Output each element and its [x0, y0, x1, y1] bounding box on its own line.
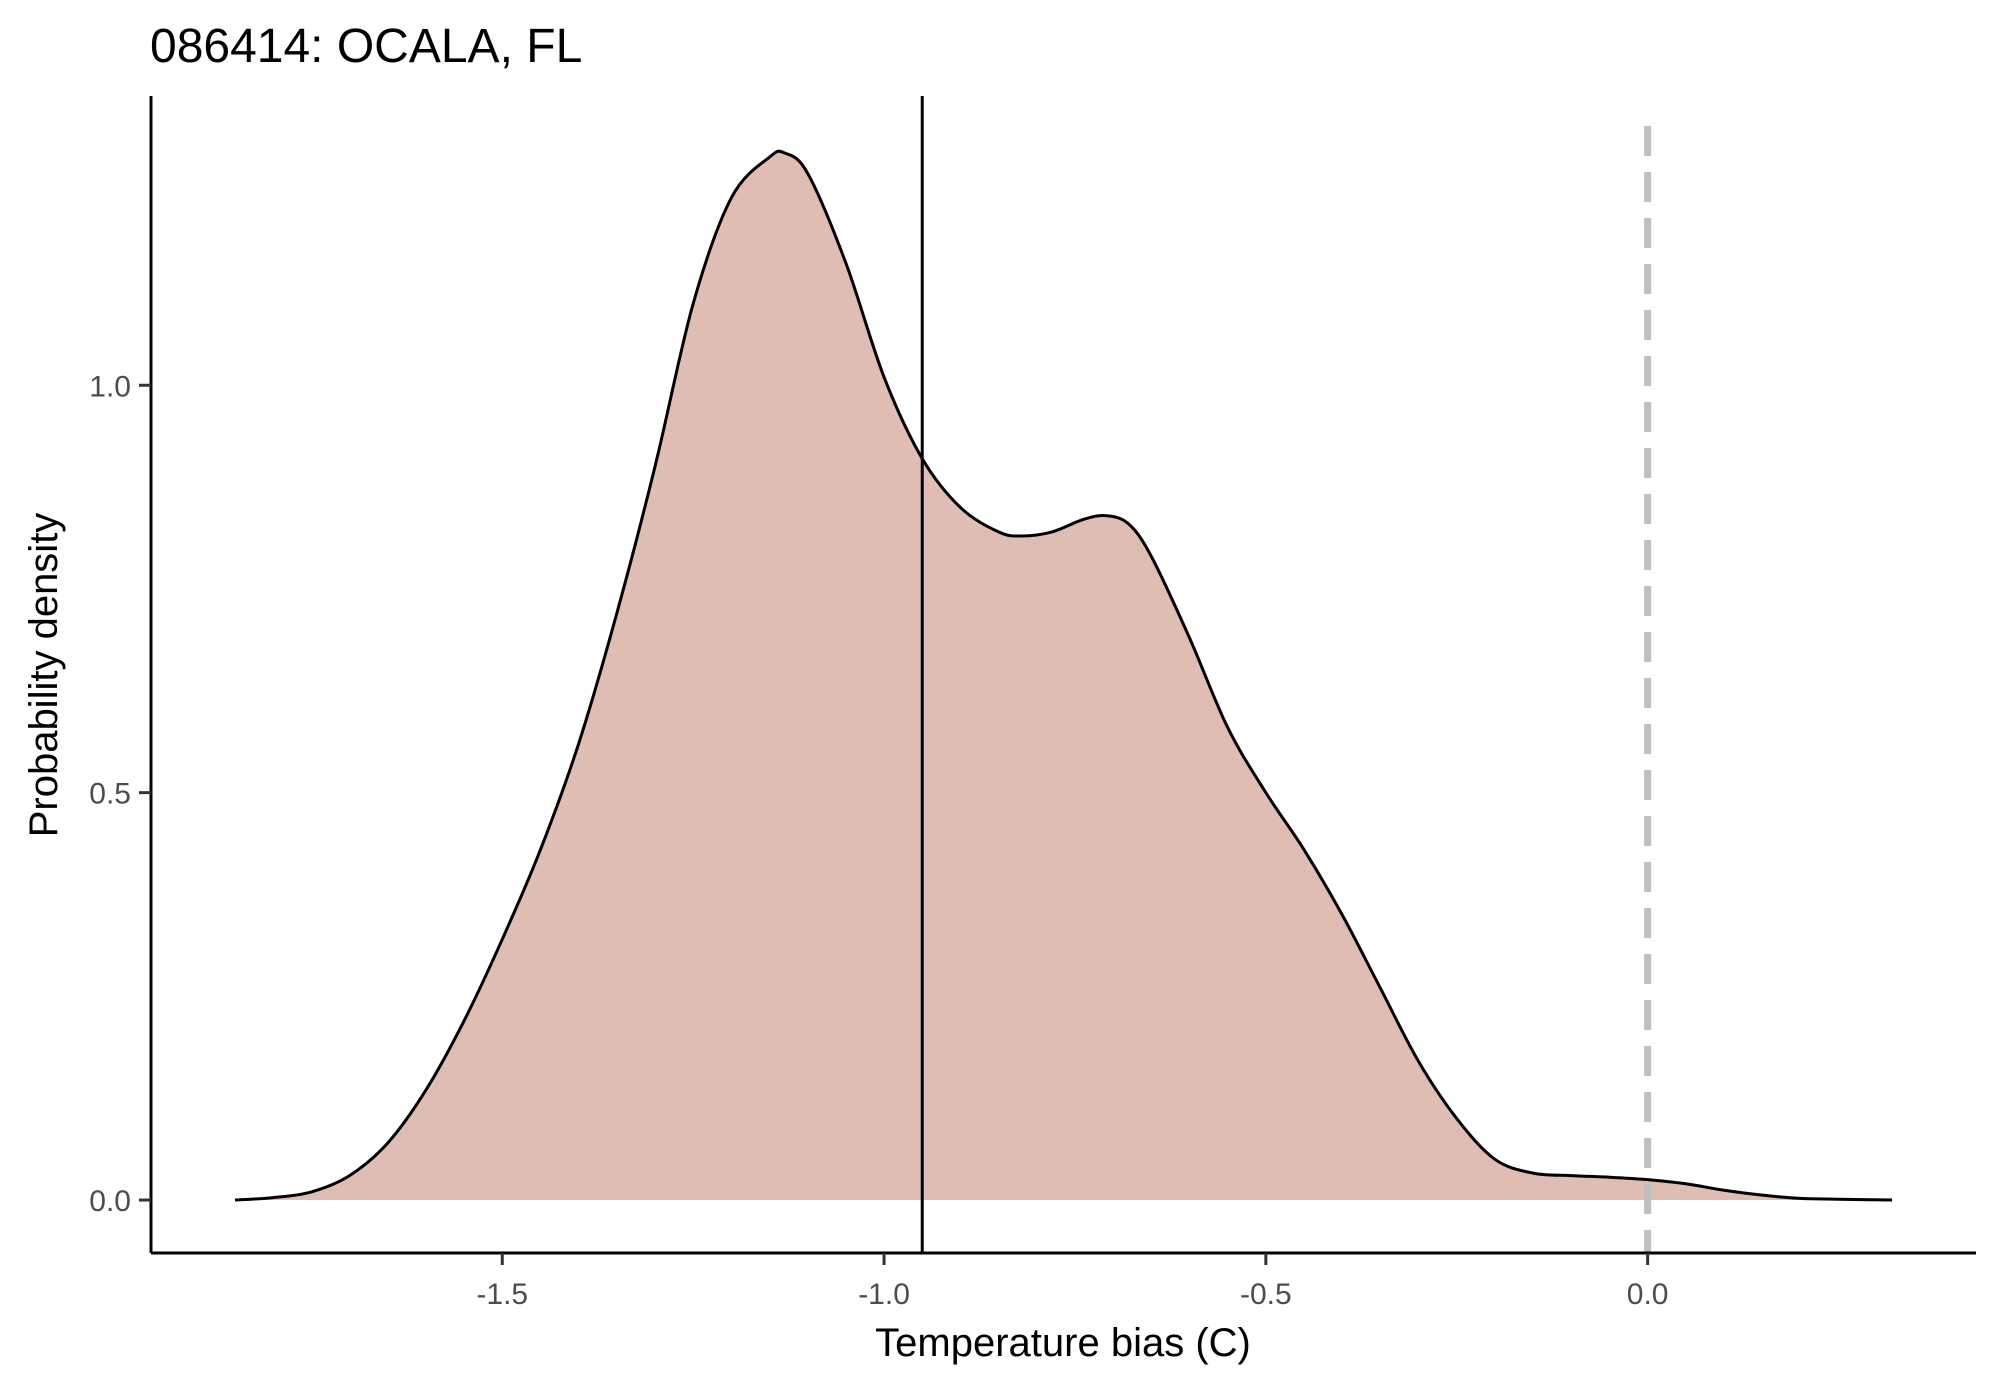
x-tick-label: 0.0 — [1627, 1278, 1669, 1311]
plot-area — [234, 96, 1893, 1253]
x-axis-ticks: -1.5 -1.0 -0.5 0.0 — [476, 1253, 1669, 1311]
density-area — [235, 151, 1892, 1201]
x-tick-label: -0.5 — [1240, 1278, 1292, 1311]
y-tick-label: 0.5 — [89, 778, 131, 811]
y-tick-label: 0.0 — [89, 1185, 131, 1218]
y-axis-title: Probability density — [22, 513, 66, 838]
chart-title: 086414: OCALA, FL — [150, 20, 582, 73]
x-tick-label: -1.5 — [476, 1278, 528, 1311]
x-tick-label: -1.0 — [858, 1278, 910, 1311]
y-tick-label: 1.0 — [89, 370, 131, 403]
x-axis-title: Temperature bias (C) — [875, 1321, 1251, 1365]
y-axis-ticks: 0.0 0.5 1.0 — [89, 370, 151, 1218]
density-curve — [234, 149, 1893, 1202]
